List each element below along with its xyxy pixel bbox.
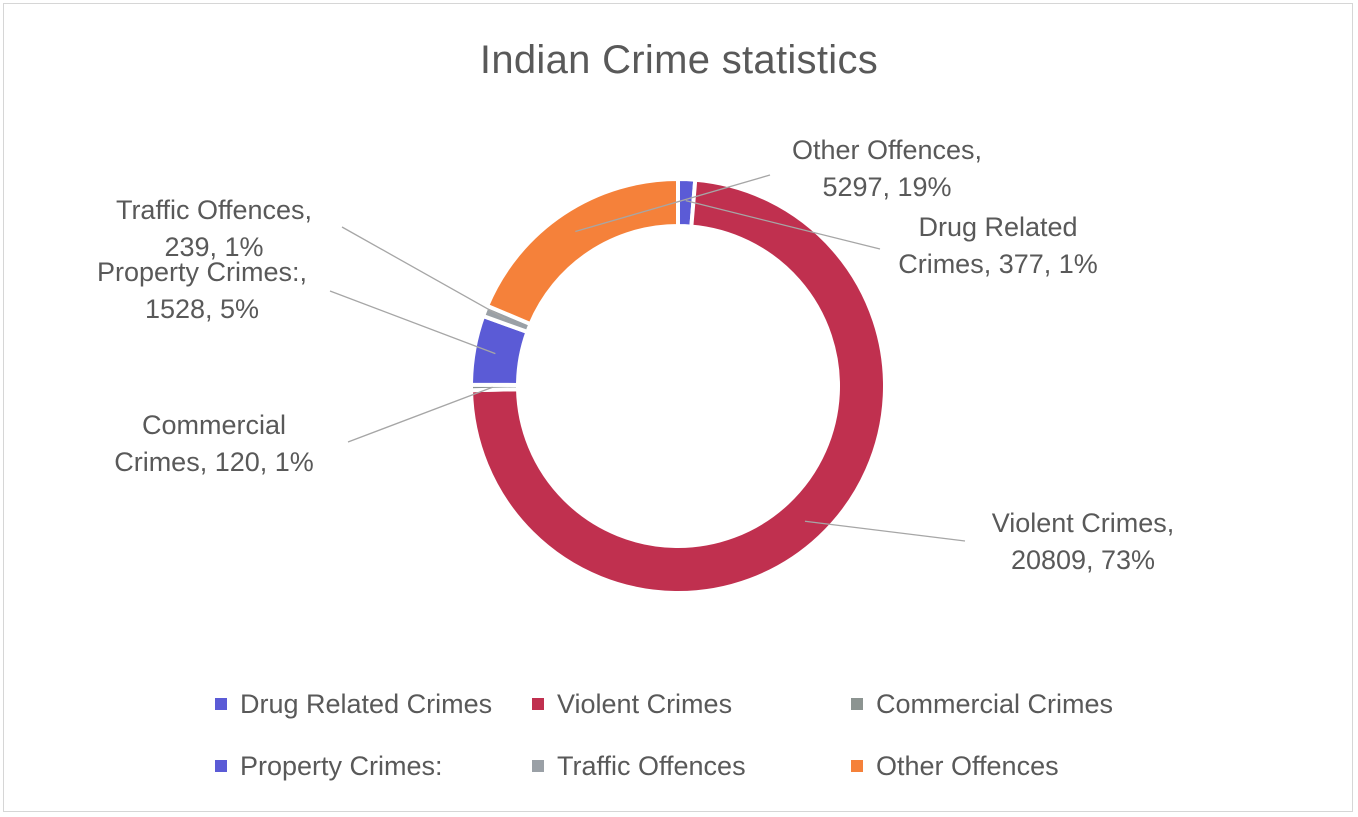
- legend-swatch: [851, 698, 863, 710]
- legend-item-traffic-offences: Traffic Offences: [532, 749, 746, 783]
- data-label-commercial-crimes: Commercial Crimes, 120, 1%: [114, 410, 314, 477]
- leader-line-commercial-crimes: [347, 386, 493, 443]
- legend-label: Commercial Crimes: [876, 688, 1114, 719]
- legend-swatch: [532, 760, 544, 772]
- legend-item-violent-crimes: Violent Crimes: [532, 687, 732, 721]
- slice-other-offences: [484, 176, 680, 327]
- legend-swatch: [851, 760, 863, 772]
- legend-swatch: [215, 698, 227, 710]
- leader-line-violent-crimes: [804, 520, 966, 542]
- leader-line-drug-related-crimes: [685, 200, 881, 250]
- legend-label: Other Offences: [876, 750, 1059, 781]
- chart-title: Indian Crime statistics: [479, 38, 879, 82]
- data-label-traffic-offences: Traffic Offences, 239, 1%: [116, 195, 312, 262]
- data-label-property-crimes: Property Crimes:, 1528, 5%: [97, 257, 307, 324]
- legend-item-commercial-crimes: Commercial Crimes: [851, 687, 1113, 721]
- legend-label: Violent Crimes: [557, 688, 733, 719]
- leader-line-traffic-offences: [341, 226, 506, 320]
- legend-swatch: [215, 760, 227, 772]
- leader-lines: [329, 174, 966, 542]
- data-labels: Drug Related Crimes, 377, 1% Violent Crime…: [97, 135, 1174, 575]
- legend-swatch: [532, 698, 544, 710]
- leader-line-other-offences: [575, 174, 771, 233]
- chart-frame: [3, 3, 1353, 812]
- legend-item-other-offences: Other Offences: [851, 749, 1059, 783]
- data-label-drug-related-crimes: Drug Related Crimes, 377, 1%: [898, 212, 1098, 279]
- data-label-other-offences: Other Offences, 5297, 19%: [792, 135, 982, 202]
- legend-label: Traffic Offences: [557, 750, 746, 781]
- legend-label: Property Crimes:: [240, 750, 443, 781]
- data-label-violent-crimes: Violent Crimes, 20809, 73%: [992, 508, 1175, 575]
- legend-item-property-crimes: Property Crimes:: [215, 749, 443, 783]
- legend-item-drug-related-crimes: Drug Related Crimes: [215, 687, 492, 721]
- legend-label: Drug Related Crimes: [240, 688, 493, 719]
- slice-violent-crimes: [468, 177, 887, 595]
- leader-line-property-crimes: [329, 290, 496, 355]
- slices-layer: [468, 176, 887, 595]
